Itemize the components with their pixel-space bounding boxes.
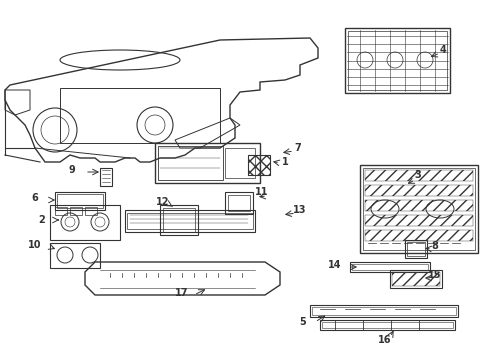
- Text: 4: 4: [439, 45, 446, 55]
- Bar: [85, 207, 97, 215]
- Bar: [60, 88, 220, 143]
- Bar: [364, 200, 472, 211]
- Text: 8: 8: [431, 241, 438, 251]
- Bar: [349, 262, 429, 272]
- Bar: [351, 264, 427, 270]
- Text: 13: 13: [293, 205, 306, 215]
- Text: 2: 2: [39, 215, 45, 225]
- Bar: [160, 205, 198, 235]
- Bar: [347, 31, 446, 90]
- Bar: [364, 215, 472, 226]
- Text: 15: 15: [427, 270, 441, 280]
- Bar: [224, 148, 254, 178]
- Bar: [389, 270, 441, 288]
- Text: 16: 16: [378, 335, 391, 345]
- Bar: [55, 207, 67, 215]
- Text: 3: 3: [414, 170, 421, 180]
- Bar: [70, 207, 82, 215]
- Text: 12: 12: [156, 197, 169, 207]
- Bar: [359, 165, 477, 253]
- Text: 17: 17: [175, 288, 188, 298]
- Bar: [309, 305, 457, 317]
- Bar: [155, 143, 260, 183]
- Text: 11: 11: [255, 187, 268, 197]
- Text: 6: 6: [32, 193, 38, 203]
- Bar: [345, 28, 449, 93]
- Bar: [247, 155, 269, 175]
- Bar: [362, 168, 474, 250]
- Bar: [127, 213, 252, 229]
- Bar: [50, 205, 120, 240]
- Bar: [55, 192, 105, 210]
- Bar: [364, 185, 472, 196]
- Bar: [50, 243, 100, 268]
- Text: 10: 10: [28, 240, 41, 250]
- Text: 9: 9: [68, 165, 75, 175]
- Bar: [321, 322, 452, 328]
- Text: 5: 5: [299, 317, 306, 327]
- Bar: [364, 170, 472, 181]
- Text: 14: 14: [327, 260, 341, 270]
- Bar: [247, 155, 269, 175]
- Bar: [404, 240, 426, 258]
- Bar: [125, 210, 254, 232]
- Bar: [227, 195, 249, 211]
- Bar: [406, 242, 424, 256]
- Bar: [391, 272, 439, 286]
- Bar: [224, 192, 252, 214]
- Text: 7: 7: [294, 143, 301, 153]
- Bar: [364, 230, 472, 241]
- Bar: [158, 146, 223, 180]
- Bar: [163, 208, 195, 232]
- Text: 1: 1: [281, 157, 288, 167]
- Bar: [57, 194, 103, 208]
- Bar: [100, 168, 112, 186]
- Bar: [319, 320, 454, 330]
- Bar: [311, 307, 455, 315]
